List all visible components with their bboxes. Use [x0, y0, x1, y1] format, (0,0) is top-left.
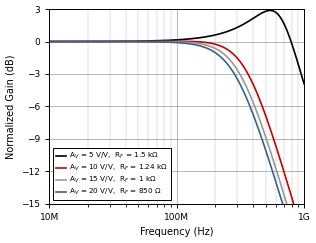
A$_V$ = 20 V/V,  R$_F$ = 850 Ω — [76, 40, 80, 43]
A$_V$ = 10 V/V,  R$_F$ = 1.24 kΩ — [156, 40, 160, 43]
A$_V$ = 20 V/V,  R$_F$ = 850 Ω — [145, 40, 149, 43]
A$_V$ = 10 V/V,  R$_F$ = 1.24 kΩ — [91, 40, 95, 43]
A$_V$ = 20 V/V,  R$_F$ = 850 Ω — [270, 167, 273, 170]
A$_V$ = 15 V/V,  R$_F$ = 1 kΩ — [129, 40, 133, 43]
A$_V$ = 15 V/V,  R$_F$ = 1 kΩ — [270, 154, 274, 157]
A$_V$ = 5 V/V,  R$_F$ = 1.5 kΩ — [156, 39, 160, 42]
A$_V$ = 5 V/V,  R$_F$ = 1.5 kΩ — [297, 66, 301, 69]
A$_V$ = 10 V/V,  R$_F$ = 1.24 kΩ — [47, 40, 51, 43]
A$_V$ = 20 V/V,  R$_F$ = 850 Ω — [91, 40, 95, 43]
A$_V$ = 20 V/V,  R$_F$ = 850 Ω — [156, 40, 160, 43]
Line: A$_V$ = 15 V/V,  R$_F$ = 1 kΩ: A$_V$ = 15 V/V, R$_F$ = 1 kΩ — [49, 42, 304, 243]
A$_V$ = 15 V/V,  R$_F$ = 1 kΩ — [47, 40, 51, 43]
A$_V$ = 15 V/V,  R$_F$ = 1 kΩ — [156, 40, 160, 43]
Line: A$_V$ = 5 V/V,  R$_F$ = 1.5 kΩ: A$_V$ = 5 V/V, R$_F$ = 1.5 kΩ — [49, 10, 304, 84]
A$_V$ = 15 V/V,  R$_F$ = 1 kΩ — [91, 40, 95, 43]
A$_V$ = 10 V/V,  R$_F$ = 1.24 kΩ — [76, 40, 80, 43]
Line: A$_V$ = 20 V/V,  R$_F$ = 850 Ω: A$_V$ = 20 V/V, R$_F$ = 850 Ω — [49, 42, 304, 243]
Line: A$_V$ = 10 V/V,  R$_F$ = 1.24 kΩ: A$_V$ = 10 V/V, R$_F$ = 1.24 kΩ — [49, 41, 304, 239]
A$_V$ = 5 V/V,  R$_F$ = 1.5 kΩ — [145, 40, 149, 43]
A$_V$ = 5 V/V,  R$_F$ = 1.5 kΩ — [302, 82, 306, 85]
A$_V$ = 15 V/V,  R$_F$ = 1 kΩ — [145, 40, 149, 43]
A$_V$ = 10 V/V,  R$_F$ = 1.24 kΩ — [297, 221, 301, 224]
A$_V$ = 5 V/V,  R$_F$ = 1.5 kΩ — [91, 40, 95, 43]
A$_V$ = 20 V/V,  R$_F$ = 850 Ω — [47, 40, 51, 43]
A$_V$ = 10 V/V,  R$_F$ = 1.24 kΩ — [270, 132, 274, 135]
Legend: A$_V$ = 5 V/V,  R$_F$ = 1.5 kΩ, A$_V$ = 10 V/V,  R$_F$ = 1.24 kΩ, A$_V$ = 15 V/V: A$_V$ = 5 V/V, R$_F$ = 1.5 kΩ, A$_V$ = 1… — [53, 148, 171, 200]
A$_V$ = 15 V/V,  R$_F$ = 1 kΩ — [76, 40, 80, 43]
A$_V$ = 10 V/V,  R$_F$ = 1.24 kΩ — [302, 237, 306, 240]
Y-axis label: Normalized Gain (dB): Normalized Gain (dB) — [6, 54, 15, 159]
A$_V$ = 5 V/V,  R$_F$ = 1.5 kΩ — [47, 40, 51, 43]
X-axis label: Frequency (Hz): Frequency (Hz) — [140, 227, 213, 237]
A$_V$ = 5 V/V,  R$_F$ = 1.5 kΩ — [270, 9, 274, 12]
A$_V$ = 10 V/V,  R$_F$ = 1.24 kΩ — [173, 40, 176, 43]
A$_V$ = 5 V/V,  R$_F$ = 1.5 kΩ — [268, 9, 272, 12]
A$_V$ = 10 V/V,  R$_F$ = 1.24 kΩ — [145, 40, 149, 43]
A$_V$ = 5 V/V,  R$_F$ = 1.5 kΩ — [76, 40, 80, 43]
